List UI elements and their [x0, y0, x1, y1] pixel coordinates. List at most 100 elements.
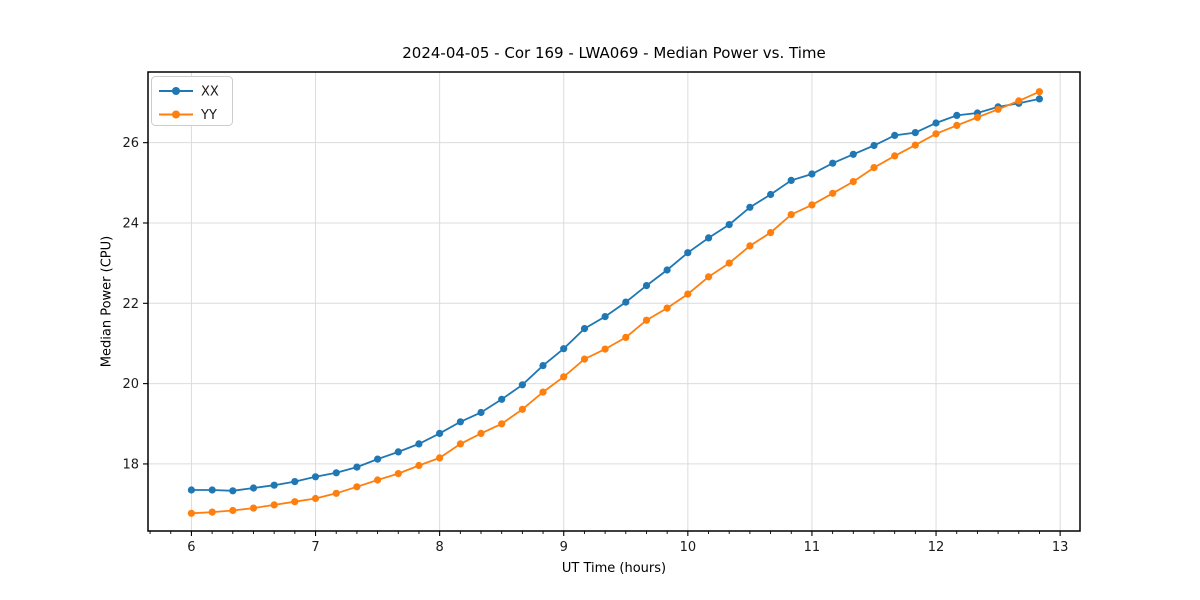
- series-yy-marker: [870, 164, 878, 172]
- series-yy-marker: [953, 121, 961, 129]
- series-yy-marker: [849, 178, 857, 186]
- series-yy-marker: [187, 509, 195, 517]
- series-yy-marker: [580, 355, 589, 363]
- series-yy-marker: [539, 388, 547, 396]
- x-tick-label: 13: [1052, 540, 1069, 555]
- axis-ticks: [143, 142, 1061, 536]
- series-xx-marker: [725, 221, 733, 229]
- series-xx-marker: [622, 298, 630, 306]
- legend-marker-icon: [172, 110, 180, 119]
- series-xx-marker: [746, 203, 754, 211]
- series-yy-marker: [663, 304, 671, 312]
- series-yy-marker: [415, 461, 423, 470]
- series-xx-marker: [601, 313, 609, 321]
- axis-tick-labels: 6 7 8 9 10 11 12 13 18 20 22 24 26: [122, 136, 1068, 555]
- series-yy: [187, 88, 1043, 517]
- series-xx-marker: [518, 381, 527, 389]
- x-axis-label: UT Time (hours): [561, 561, 667, 576]
- y-axis-label: Median Power (CPU): [99, 235, 115, 368]
- series-xx-marker: [870, 141, 878, 150]
- series-xx: [187, 95, 1043, 495]
- legend: XX YY: [151, 76, 233, 126]
- series-yy-marker: [560, 373, 568, 381]
- series-xx-marker: [539, 362, 547, 370]
- series-xx-marker: [415, 440, 423, 448]
- series-yy-marker: [787, 211, 795, 219]
- legend-box: [151, 76, 233, 126]
- series-yy-marker: [725, 259, 733, 267]
- legend-item-xx: XX: [159, 85, 219, 100]
- series-xx-marker: [291, 478, 299, 486]
- x-tick-label: 8: [435, 540, 443, 555]
- y-tick-label: 24: [122, 216, 139, 231]
- y-tick-label: 20: [122, 377, 139, 392]
- series-yy-marker: [891, 152, 899, 160]
- series-xx-marker: [849, 150, 857, 158]
- series-yy-marker: [208, 508, 216, 516]
- series-yy-marker: [829, 189, 837, 197]
- series-xx-marker: [1035, 95, 1043, 103]
- series-yy-marker: [808, 201, 816, 209]
- series-yy-marker: [456, 440, 464, 448]
- series-xx-marker: [477, 408, 485, 417]
- series-yy-marker: [518, 405, 527, 413]
- series-xx-marker: [663, 266, 671, 274]
- series-xx-marker: [560, 345, 568, 353]
- series-yy-marker: [911, 141, 919, 149]
- series-xx-marker: [684, 249, 692, 257]
- plot-frame: [147, 71, 1081, 532]
- series-xx-marker: [394, 448, 402, 456]
- series-xx-marker: [787, 176, 795, 184]
- x-tick-label: 12: [928, 540, 945, 555]
- series-yy-marker: [746, 242, 754, 250]
- series-yy-marker: [477, 429, 485, 437]
- series-yy-marker: [1035, 88, 1043, 96]
- series-yy-marker: [1015, 97, 1023, 105]
- series-yy-marker: [249, 504, 258, 512]
- series-xx-marker: [187, 486, 195, 494]
- x-tick-label: 9: [560, 540, 568, 555]
- series-yy-marker: [270, 501, 278, 509]
- series-yy-marker: [622, 333, 630, 341]
- series-yy-marker: [994, 105, 1002, 113]
- series-xx-marker: [932, 119, 940, 127]
- chart-title: 2024-04-05 - Cor 169 - LWA069 - Median P…: [402, 44, 826, 62]
- legend-item-yy: YY: [159, 108, 217, 123]
- series-xx-marker: [456, 418, 464, 426]
- series-yy-marker: [498, 420, 506, 428]
- series-xx-marker: [229, 487, 237, 495]
- series-xx-marker: [767, 190, 775, 199]
- series-xx-marker: [891, 131, 899, 139]
- series-yy-marker: [311, 494, 320, 503]
- series-yy-marker: [684, 290, 692, 298]
- series-xx-marker: [498, 395, 506, 403]
- x-tick-label: 6: [187, 540, 195, 555]
- legend-marker-icon: [172, 87, 180, 95]
- series-xx-marker: [705, 234, 713, 242]
- series-yy-marker: [973, 113, 982, 121]
- series-xx-marker: [208, 486, 216, 494]
- series-yy-marker: [291, 498, 299, 506]
- series-yy-marker: [353, 483, 361, 491]
- series-yy-marker: [229, 506, 237, 515]
- series-xx-marker: [829, 159, 837, 167]
- series-yy-marker: [642, 316, 651, 324]
- series-yy-line: [191, 90, 1040, 515]
- legend-label: YY: [200, 108, 217, 123]
- series-xx-marker: [311, 473, 320, 481]
- series-yy-marker: [601, 345, 609, 353]
- x-tick-label: 10: [680, 540, 697, 555]
- series-xx-marker: [911, 129, 919, 137]
- series-yy-marker: [932, 130, 940, 138]
- series-yy-marker: [374, 476, 382, 484]
- series-xx-marker: [332, 469, 340, 477]
- series-xx-marker: [436, 429, 444, 437]
- grid-lines: [148, 72, 1080, 531]
- x-tick-label: 7: [311, 540, 319, 555]
- series-xx-marker: [808, 170, 816, 178]
- series-xx-line: [191, 98, 1040, 492]
- series-xx-marker: [353, 463, 361, 471]
- y-tick-label: 22: [122, 297, 139, 312]
